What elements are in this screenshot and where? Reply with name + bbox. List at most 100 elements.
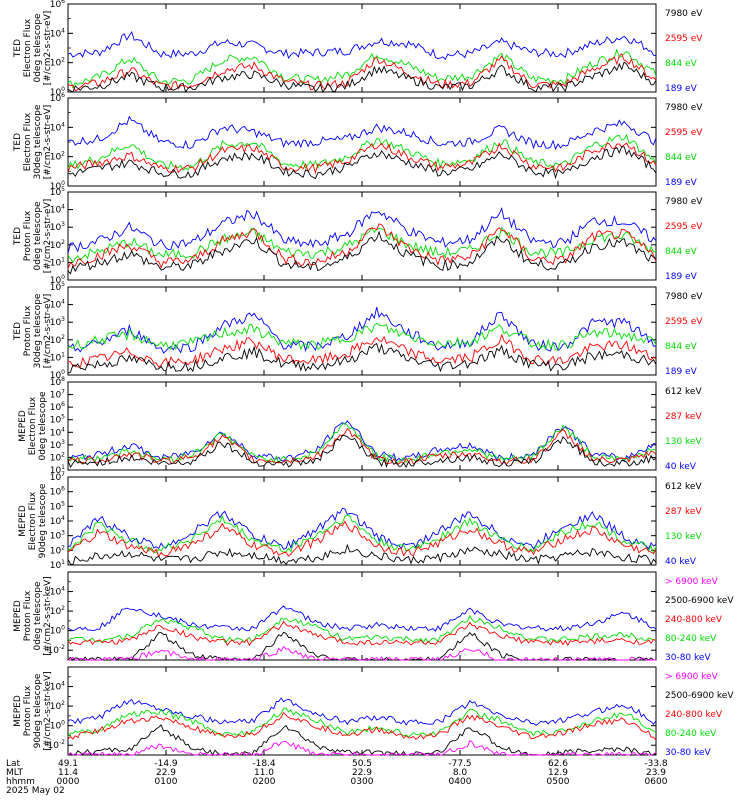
y-axis-label-line: MEPED — [13, 695, 23, 727]
x-tick-label-lat: -33.8 — [644, 759, 668, 769]
y-axis-label-line: MEPED — [13, 600, 23, 632]
y-axis-label-line: TED — [13, 39, 23, 58]
y-tick-label: 106 — [50, 486, 65, 498]
y-axis-label-line: 0deg telescope — [38, 391, 48, 461]
y-axis-label-line: Proton Flux — [23, 305, 33, 356]
y-axis-label-line: TED — [13, 322, 23, 341]
series-line — [67, 230, 657, 275]
y-axis-label-line: Proton Flux — [23, 210, 33, 261]
legend-entry: 2595 eV — [665, 128, 703, 138]
legend-entry: 612 keV — [665, 482, 702, 492]
y-tick-label: 102 — [50, 544, 65, 556]
series-line — [67, 48, 657, 89]
y-tick-label: 107 — [50, 471, 65, 483]
y-tick-label: 104 — [50, 27, 65, 39]
y-tick-label: 106 — [50, 401, 65, 413]
series-line — [67, 724, 657, 756]
series-line — [67, 322, 657, 351]
y-tick-label: 107 — [50, 389, 65, 401]
y-axis-label: TED Electron Flux 30deg telescope [#/cm2-s-… — [13, 104, 53, 179]
y-tick-label: 105 — [50, 281, 65, 293]
y-axis-label: TED Proton Flux 0deg telescope [#/cm2-s-str… — [13, 199, 53, 274]
legend-entry: 130 keV — [665, 532, 702, 542]
y-axis-label: TED Proton Flux 30deg telescope [#/cm2-s-st… — [13, 293, 53, 368]
panel-frame — [67, 97, 657, 187]
x-date-label: 2025 May 02 — [6, 786, 65, 796]
series-line — [67, 434, 657, 469]
series-line — [67, 739, 657, 756]
legend-entry: 844 eV — [665, 59, 698, 69]
series-line — [67, 53, 657, 92]
x-tick-label-mlt: 22.9 — [352, 768, 372, 778]
x-row-label: MLT — [6, 768, 24, 778]
x-row-label: hhmm — [6, 777, 35, 787]
y-axis-label-line: Electron Flux — [23, 18, 33, 77]
y-tick-label: 104 — [50, 121, 65, 133]
legend-entry: 287 keV — [665, 507, 702, 517]
x-tick-label-lat: 50.5 — [352, 759, 372, 769]
y-tick-label: 10-2 — [48, 644, 66, 656]
x-row-label: Lat — [6, 759, 21, 769]
legend-entry: 7980 eV — [665, 9, 703, 19]
x-tick-label-mlt: 8.0 — [453, 768, 468, 778]
y-tick-label: 100 — [50, 86, 65, 98]
y-tick-label: 100 — [50, 720, 65, 732]
legend-entry: 844 eV — [665, 153, 698, 163]
y-axis-label-line: Proton Flux — [23, 685, 33, 736]
y-axis-label-line: MEPED — [18, 505, 28, 537]
legend-entry: 612 keV — [665, 387, 702, 397]
y-tick-label: 101 — [50, 351, 65, 363]
x-tick-label-lat: 62.6 — [548, 759, 568, 769]
y-axis-label: TED Electron Flux 0deg telescope [#/cm2-s-s… — [13, 11, 53, 86]
x-tick-label-lat: -14.9 — [154, 759, 178, 769]
legend-entry: 2595 eV — [665, 317, 703, 327]
y-axis-label-line: 30deg telescope — [33, 104, 43, 179]
series-line — [67, 614, 657, 644]
y-axis-label: MEPED Electron Flux 90deg telescope — [18, 483, 48, 558]
y-axis-label-line: Proton Flux — [23, 590, 33, 641]
series-line — [67, 30, 657, 60]
series-line — [67, 115, 657, 151]
x-tick-label-lat: 49.1 — [58, 759, 78, 769]
series-line — [67, 306, 657, 354]
legend-entry: 2595 eV — [665, 34, 703, 44]
legend-entry: 2500-6900 keV — [665, 596, 734, 606]
x-tick-label-hhmm: 0000 — [57, 777, 80, 787]
y-tick-label: 104 — [50, 586, 65, 598]
legend-entry: 2500-6900 keV — [665, 691, 734, 701]
x-tick-label-hhmm: 0500 — [547, 777, 570, 787]
series-line — [67, 142, 657, 175]
legend-entry: 189 eV — [665, 367, 698, 377]
y-tick-label: 101 — [50, 559, 65, 571]
x-tick-label-hhmm: 0400 — [449, 777, 472, 787]
legend-entry: > 6900 keV — [665, 577, 719, 587]
x-tick-label-hhmm: 0100 — [155, 777, 178, 787]
x-tick-label-hhmm: 0300 — [351, 777, 374, 787]
x-tick-label-mlt: 23.9 — [646, 768, 666, 778]
y-tick-label: 100 — [50, 274, 65, 286]
y-axis-label-line: [#/cm2-s-str-keV] — [43, 671, 53, 750]
series-line — [67, 520, 657, 558]
y-tick-label: 101 — [50, 464, 65, 476]
y-tick-label: 104 — [50, 204, 65, 216]
y-tick-label: 102 — [50, 605, 65, 617]
legend-entry: 189 eV — [665, 272, 698, 282]
y-tick-label: 100 — [50, 369, 65, 381]
y-axis-label-line: [#/cm2-s-str-eV] — [43, 294, 53, 369]
y-tick-label: 103 — [50, 530, 65, 542]
y-tick-label: 102 — [50, 700, 65, 712]
y-axis-label-line: 90deg telescope — [33, 673, 43, 748]
y-axis-label-line: [#/cm2-s-str-eV] — [43, 11, 53, 86]
legend-entry: > 6900 keV — [665, 672, 719, 682]
legend-entry: 844 eV — [665, 247, 698, 257]
y-tick-label: 100 — [50, 625, 65, 637]
y-axis-label-line: 30deg telescope — [33, 293, 43, 368]
y-tick-label: 105 — [50, 414, 65, 426]
panel-frame — [67, 666, 657, 756]
series-line — [67, 514, 657, 556]
legend-entry: 240-800 keV — [665, 710, 723, 720]
series-line — [67, 697, 657, 726]
series-line — [67, 61, 657, 93]
x-tick-label-mlt: 11.0 — [254, 768, 274, 778]
